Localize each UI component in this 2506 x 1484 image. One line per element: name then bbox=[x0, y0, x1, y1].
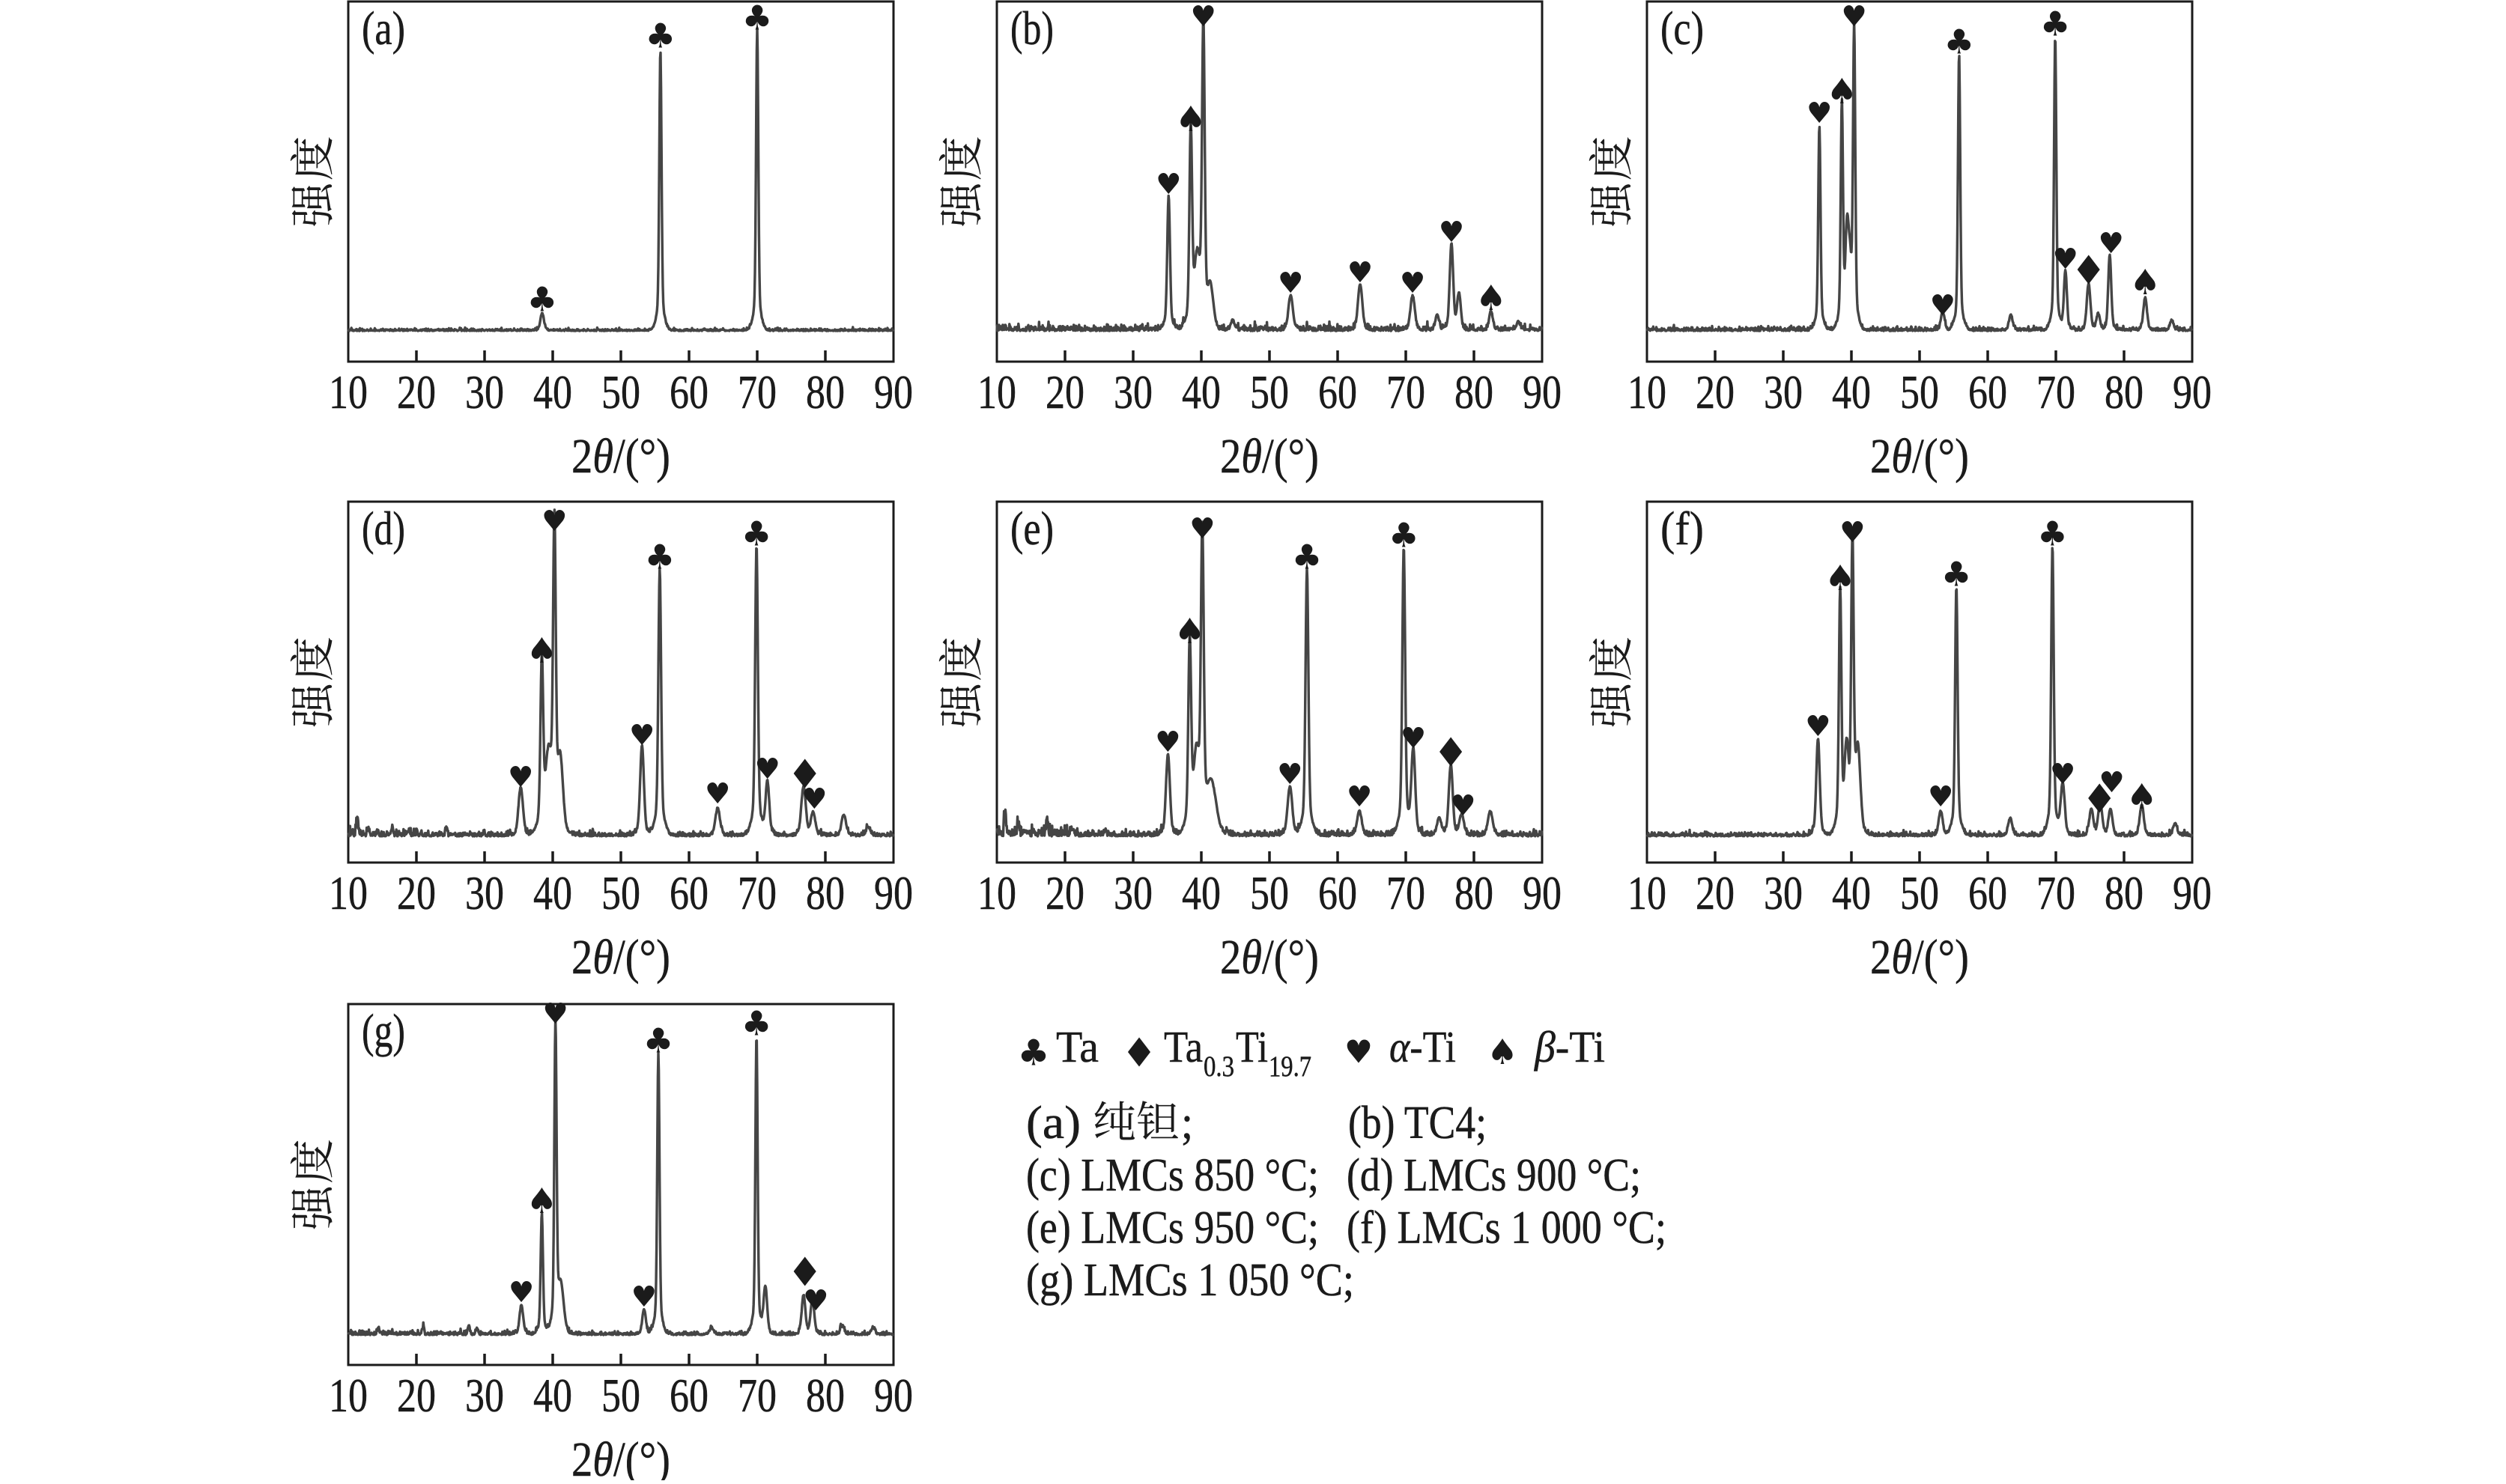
svg-text:50: 50 bbox=[1900, 366, 1939, 419]
svg-text:50: 50 bbox=[601, 1369, 640, 1422]
svg-text:(g) LMCs 1 050 °C;: (g) LMCs 1 050 °C; bbox=[1026, 1255, 1354, 1306]
svg-text:(c) LMCs 850 °C;: (c) LMCs 850 °C; bbox=[1026, 1150, 1319, 1201]
svg-text:19.7: 19.7 bbox=[1269, 1050, 1311, 1083]
svg-text:2θ/(°): 2θ/(°) bbox=[571, 1432, 670, 1480]
svg-text:30: 30 bbox=[1114, 867, 1153, 919]
svg-text:(b) TC4;: (b) TC4; bbox=[1348, 1098, 1487, 1149]
svg-text:80: 80 bbox=[806, 867, 845, 919]
svg-text:(d): (d) bbox=[362, 502, 405, 555]
svg-text:60: 60 bbox=[670, 366, 709, 419]
svg-text:;: ; bbox=[1181, 1098, 1193, 1149]
svg-text:(f) LMCs 1 000 °C;: (f) LMCs 1 000 °C; bbox=[1347, 1202, 1666, 1253]
svg-text:50: 50 bbox=[601, 366, 640, 419]
svg-text:70: 70 bbox=[1386, 867, 1425, 919]
svg-text:40: 40 bbox=[1182, 867, 1221, 919]
svg-text:(e): (e) bbox=[1010, 502, 1054, 555]
svg-text:40: 40 bbox=[533, 366, 572, 419]
svg-text:20: 20 bbox=[1046, 366, 1084, 419]
svg-text:10: 10 bbox=[977, 867, 1016, 919]
svg-text:(a): (a) bbox=[1026, 1098, 1081, 1149]
svg-text:20: 20 bbox=[1046, 867, 1084, 919]
svg-text:(f): (f) bbox=[1660, 502, 1704, 555]
svg-text:20: 20 bbox=[1696, 867, 1735, 919]
svg-text:80: 80 bbox=[2105, 867, 2144, 919]
svg-text:40: 40 bbox=[533, 867, 572, 919]
svg-text:60: 60 bbox=[1968, 867, 2007, 919]
svg-text:2θ/(°): 2θ/(°) bbox=[1870, 429, 1969, 484]
svg-text:10: 10 bbox=[329, 867, 368, 919]
svg-text:30: 30 bbox=[1114, 366, 1153, 419]
svg-text:30: 30 bbox=[465, 366, 504, 419]
svg-text:90: 90 bbox=[2173, 366, 2212, 419]
svg-text:10: 10 bbox=[329, 366, 368, 419]
svg-text:60: 60 bbox=[1968, 366, 2007, 419]
svg-text:90: 90 bbox=[874, 867, 913, 919]
svg-text:10: 10 bbox=[1627, 366, 1666, 419]
svg-text:0.3: 0.3 bbox=[1204, 1050, 1234, 1083]
svg-text:2θ/(°): 2θ/(°) bbox=[1220, 930, 1319, 985]
svg-text:2θ/(°): 2θ/(°) bbox=[1220, 429, 1319, 484]
svg-text:(d) LMCs 900 °C;: (d) LMCs 900 °C; bbox=[1347, 1150, 1641, 1201]
svg-text:50: 50 bbox=[1250, 366, 1289, 419]
svg-text:70: 70 bbox=[738, 867, 777, 919]
svg-text:80: 80 bbox=[806, 1369, 845, 1422]
svg-text:70: 70 bbox=[738, 366, 777, 419]
svg-text:10: 10 bbox=[977, 366, 1016, 419]
svg-text:70: 70 bbox=[1386, 366, 1425, 419]
svg-text:Ta: Ta bbox=[1056, 1022, 1099, 1071]
svg-text:60: 60 bbox=[1318, 867, 1357, 919]
svg-text:20: 20 bbox=[397, 867, 436, 919]
svg-text:(b): (b) bbox=[1010, 2, 1054, 55]
svg-text:10: 10 bbox=[329, 1369, 368, 1422]
svg-text:40: 40 bbox=[533, 1369, 572, 1422]
svg-text:70: 70 bbox=[2036, 867, 2075, 919]
svg-text:90: 90 bbox=[874, 366, 913, 419]
svg-text:10: 10 bbox=[1627, 867, 1666, 919]
svg-text:80: 80 bbox=[2105, 366, 2144, 419]
svg-text:(a): (a) bbox=[362, 2, 405, 55]
svg-text:90: 90 bbox=[1523, 867, 1562, 919]
svg-text:β-Ti: β-Ti bbox=[1534, 1022, 1605, 1071]
svg-text:50: 50 bbox=[1250, 867, 1289, 919]
svg-text:90: 90 bbox=[874, 1369, 913, 1422]
svg-text:50: 50 bbox=[1900, 867, 1939, 919]
svg-text:80: 80 bbox=[1454, 867, 1493, 919]
svg-text:2θ/(°): 2θ/(°) bbox=[1870, 930, 1969, 985]
svg-text:30: 30 bbox=[465, 1369, 504, 1422]
svg-text:70: 70 bbox=[2036, 366, 2075, 419]
svg-text:2θ/(°): 2θ/(°) bbox=[571, 429, 670, 484]
svg-text:60: 60 bbox=[670, 1369, 709, 1422]
svg-text:30: 30 bbox=[1764, 366, 1803, 419]
svg-text:90: 90 bbox=[2173, 867, 2212, 919]
svg-text:80: 80 bbox=[806, 366, 845, 419]
svg-text:(c): (c) bbox=[1660, 2, 1704, 55]
svg-text:Ti: Ti bbox=[1236, 1022, 1268, 1071]
svg-text:50: 50 bbox=[601, 867, 640, 919]
svg-text:80: 80 bbox=[1454, 366, 1493, 419]
svg-text:(g): (g) bbox=[362, 1005, 405, 1057]
svg-text:20: 20 bbox=[397, 366, 436, 419]
svg-text:60: 60 bbox=[670, 867, 709, 919]
svg-text:90: 90 bbox=[1523, 366, 1562, 419]
svg-text:70: 70 bbox=[738, 1369, 777, 1422]
svg-text:α-Ti: α-Ti bbox=[1389, 1022, 1456, 1071]
svg-text:20: 20 bbox=[397, 1369, 436, 1422]
svg-text:40: 40 bbox=[1182, 366, 1221, 419]
svg-text:30: 30 bbox=[1764, 867, 1803, 919]
svg-text:60: 60 bbox=[1318, 366, 1357, 419]
svg-text:40: 40 bbox=[1832, 366, 1871, 419]
svg-text:40: 40 bbox=[1832, 867, 1871, 919]
svg-text:20: 20 bbox=[1696, 366, 1735, 419]
svg-text:2θ/(°): 2θ/(°) bbox=[571, 930, 670, 985]
svg-text:30: 30 bbox=[465, 867, 504, 919]
svg-text:(e) LMCs 950 °C;: (e) LMCs 950 °C; bbox=[1026, 1202, 1319, 1253]
svg-text:Ta: Ta bbox=[1164, 1022, 1203, 1071]
